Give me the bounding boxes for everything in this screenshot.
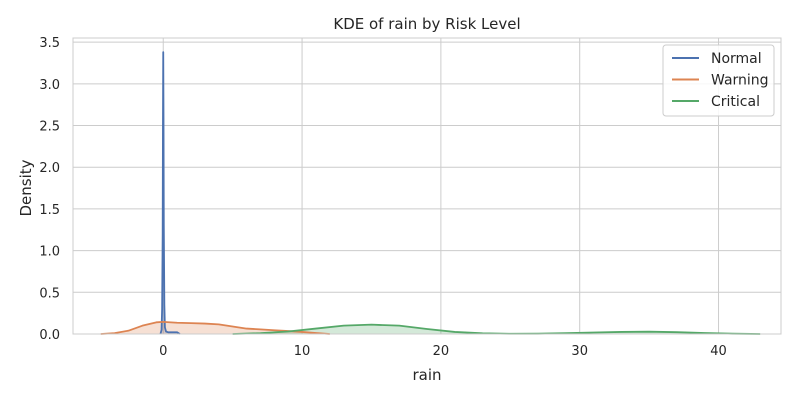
x-tick-label: 0	[159, 344, 167, 359]
kde-lines	[100, 51, 761, 335]
kde-area-critical	[232, 324, 761, 334]
legend-item-normal: Normal	[672, 51, 762, 67]
y-tick-label: 2.0	[39, 161, 60, 176]
x-tick-label: 30	[571, 344, 588, 359]
x-tick-label: 40	[710, 344, 727, 359]
kde-line-normal	[159, 51, 181, 335]
y-tick-label: 1.0	[39, 245, 60, 260]
legend-item-critical: Critical	[672, 94, 760, 110]
legend-label: Critical	[711, 94, 760, 110]
legend-label: Normal	[711, 51, 762, 67]
legend-box	[662, 44, 775, 117]
legend-label: Warning	[711, 73, 769, 89]
legend-item-warning: Warning	[672, 73, 769, 89]
y-tick-label: 3.5	[39, 36, 60, 51]
axis-ticks: 0 10 20 30 40 0.0 0.5 1.0 1.5 2.0 2.5 3.0 3.5	[39, 36, 726, 359]
plot-frame	[72, 37, 782, 335]
legend: Normal Warning Critical	[662, 44, 775, 117]
x-tick-label: 20	[433, 344, 450, 359]
kde-areas	[100, 52, 761, 335]
x-tick-label: 10	[294, 344, 311, 359]
y-axis-label: Density	[17, 159, 35, 216]
y-tick-label: 1.5	[39, 203, 60, 218]
x-axis-label: rain	[412, 366, 441, 384]
chart-title: KDE of rain by Risk Level	[333, 15, 520, 33]
y-tick-label: 0.5	[39, 286, 60, 301]
y-tick-label: 2.5	[39, 120, 60, 135]
y-tick-label: 3.0	[39, 78, 60, 93]
y-tick-label: 0.0	[39, 328, 60, 343]
